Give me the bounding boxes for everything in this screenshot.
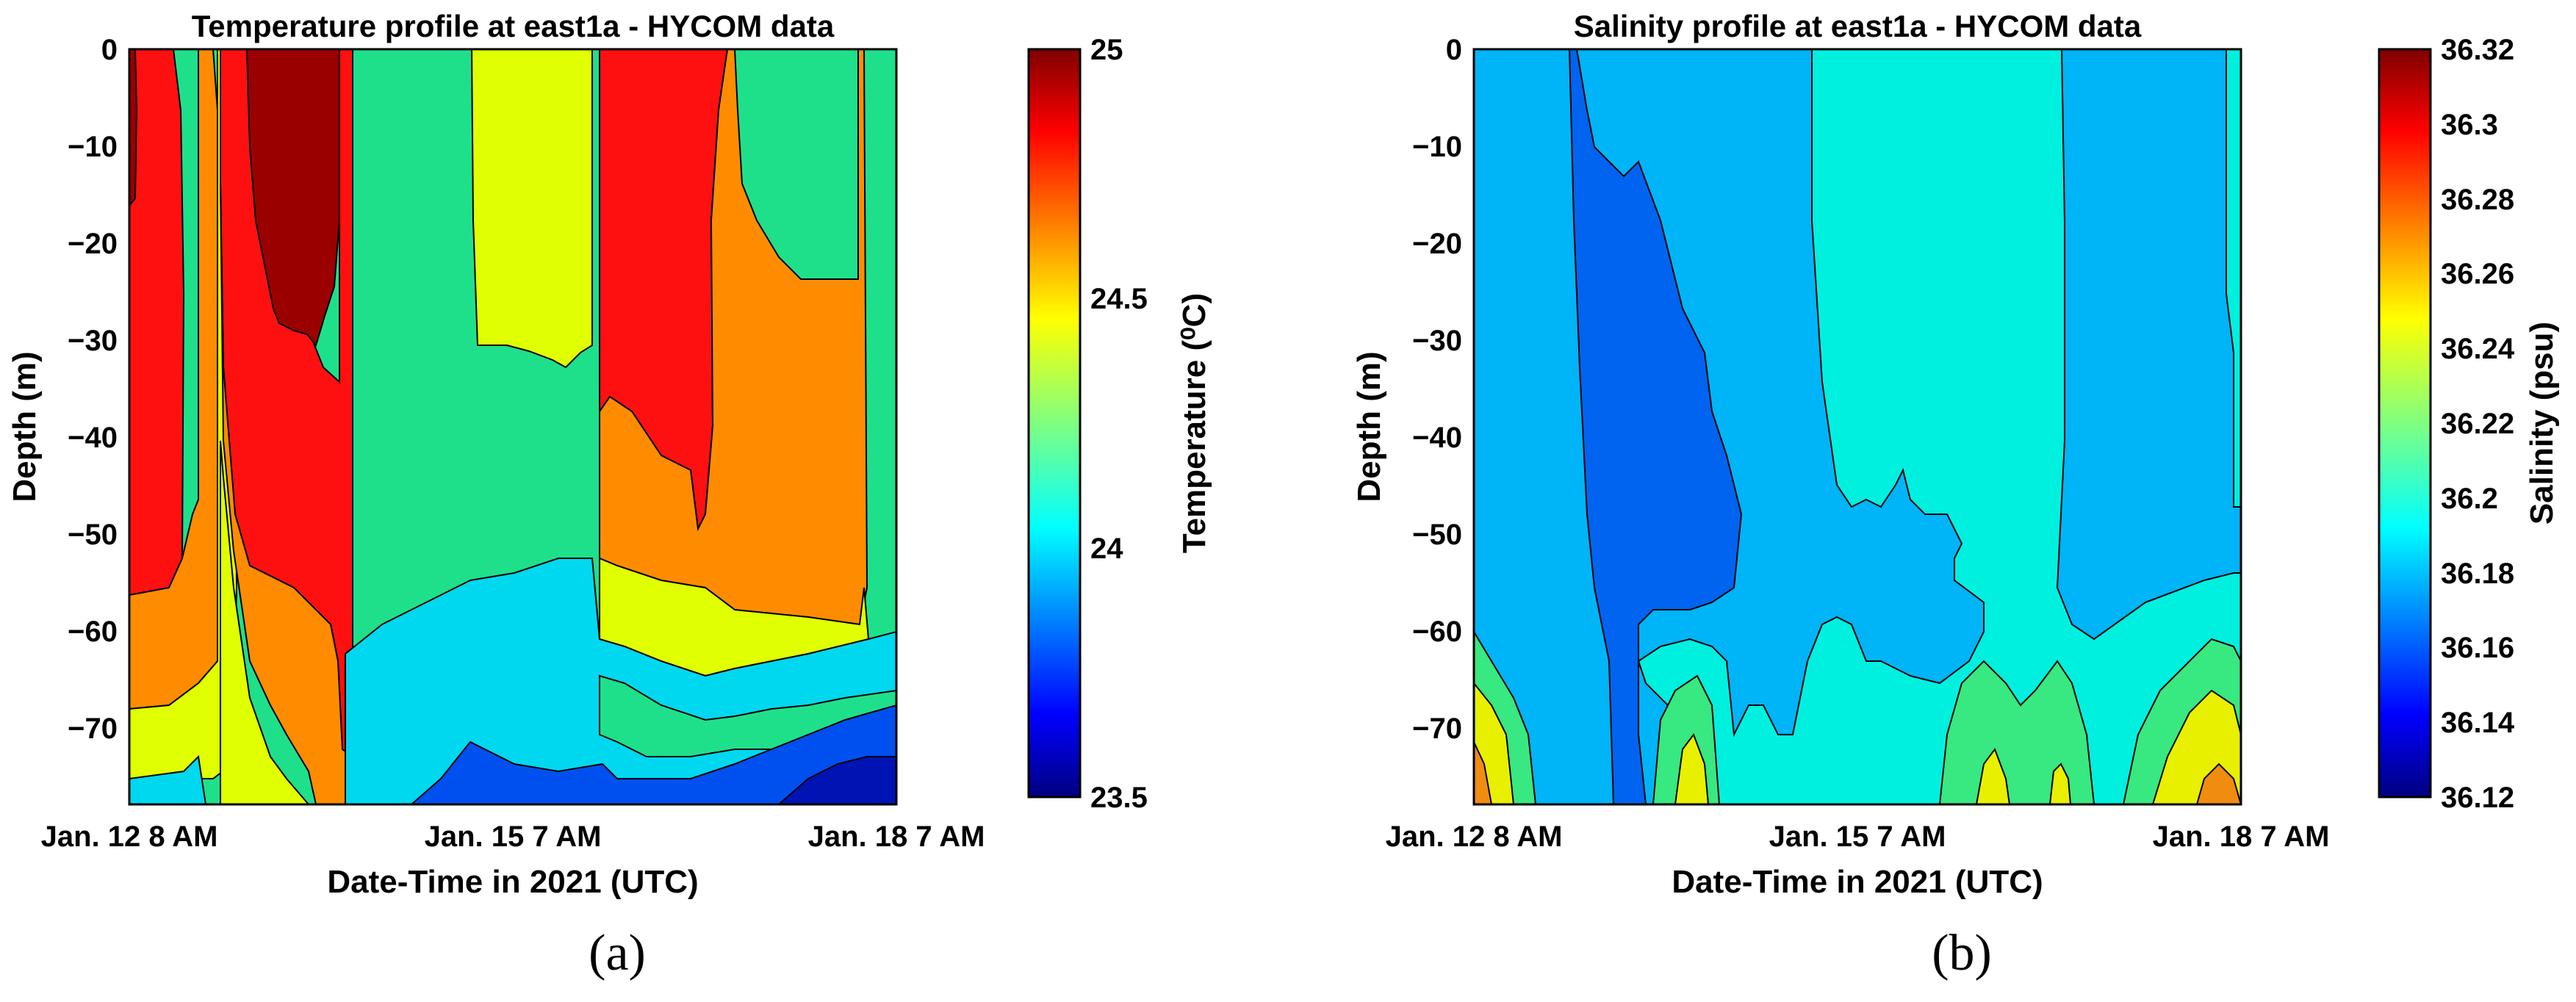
contour-band-navy-bottom <box>777 756 896 804</box>
contour-band-yellow-mid <box>1674 732 1710 804</box>
y-tick-label: −40 <box>1412 422 1462 454</box>
colorbar-tick-label: 36.18 <box>2441 558 2514 590</box>
colorbar-tick-label: 36.3 <box>2441 109 2498 141</box>
contour-band-cyan-edge <box>2226 49 2241 508</box>
colorbar-tick-label: 24 <box>1090 533 1123 565</box>
colorbar-gradient <box>1027 48 1082 799</box>
colorbar: 36.32 36.3 36.28 36.26 36.24 36.22 36.2 … <box>2378 34 2560 814</box>
colorbar-tick-label: 25 <box>1090 34 1123 66</box>
contour-band-yellow-mid <box>470 49 593 369</box>
colorbar-label: Salinity (psu) <box>2524 322 2560 525</box>
contour-plot-area <box>129 49 896 804</box>
colorbar-tick-label: 36.22 <box>2441 408 2514 440</box>
x-axis: Jan. 12 8 AM Jan. 15 7 AM Jan. 18 7 AM D… <box>1386 821 2330 900</box>
y-tick-label: −50 <box>1412 519 1462 551</box>
colorbar-tick-label: 36.14 <box>2441 707 2515 739</box>
y-tick-label: −60 <box>68 616 118 648</box>
contour-band-darkred-corner <box>129 49 138 207</box>
colorbar-tick-label: 36.26 <box>2441 258 2514 290</box>
plot-frame <box>128 48 898 806</box>
y-tick-label: −60 <box>1412 616 1462 648</box>
x-axis-label: Date-Time in 2021 (UTC) <box>327 864 698 900</box>
x-tick-label: Jan. 15 7 AM <box>425 821 602 853</box>
plot-frame <box>1472 48 2242 806</box>
y-axis-label: Depth (m) <box>7 351 43 502</box>
colorbar-gradient <box>2378 48 2432 799</box>
y-tick-label: −10 <box>68 131 118 163</box>
x-axis: Jan. 12 8 AM Jan. 15 7 AM Jan. 18 7 AM D… <box>41 821 985 900</box>
chart-title: Salinity profile at east1a - HYCOM data <box>1574 9 2142 43</box>
y-tick-label: −70 <box>1412 713 1462 745</box>
y-tick-label: −30 <box>68 325 118 357</box>
y-axis-label: Depth (m) <box>1351 351 1387 502</box>
x-tick-label: Jan. 12 8 AM <box>1386 821 1563 853</box>
contour-band-cyan-left <box>129 754 207 804</box>
x-tick-label: Jan. 18 7 AM <box>808 821 985 853</box>
colorbar-tick-label: 36.16 <box>2441 632 2514 664</box>
y-axis: 0 −10 −20 −30 −40 −50 −60 −70 Depth (m) <box>7 34 118 745</box>
colorbar-tick-label: 24.5 <box>1090 283 1148 315</box>
y-tick-label: 0 <box>101 34 118 66</box>
contour-band-yellow-center-2 <box>2048 763 2072 804</box>
colorbar-tick-label: 36.28 <box>2441 184 2514 216</box>
y-tick-label: −30 <box>1412 325 1462 357</box>
x-tick-label: Jan. 15 7 AM <box>1769 821 1946 853</box>
contour-band-orange-left <box>1474 741 1493 804</box>
panel-label: (b) <box>1932 925 1992 981</box>
contour-band-cyan-center <box>1637 49 2241 804</box>
contour-band-darkred-top <box>245 49 340 347</box>
chart-title: Temperature profile at east1a - HYCOM da… <box>192 9 835 43</box>
contour-band-orange-right <box>2195 763 2241 804</box>
contour-band-yellow-center <box>1975 747 2011 804</box>
y-tick-label: −20 <box>68 228 118 260</box>
contour-band-yellow-center <box>220 440 310 804</box>
panel-label: (a) <box>589 925 646 981</box>
contour-band-blue <box>1568 49 1743 804</box>
y-tick-label: −70 <box>68 713 118 745</box>
y-axis: 0 −10 −20 −30 −40 −50 −60 −70 Depth (m) <box>1351 34 1462 745</box>
contour-plot-area <box>1474 49 2241 804</box>
x-tick-label: Jan. 18 7 AM <box>2153 821 2330 853</box>
colorbar-label: Temperature (⁰C) <box>1176 293 1212 553</box>
colorbar-tick-label: 36.24 <box>2441 333 2515 365</box>
colorbar-tick-label: 36.2 <box>2441 483 2498 515</box>
colorbar: 25 24.5 24 23.5 Temperature (⁰C) <box>1027 34 1212 814</box>
temperature-chart: Temperature profile at east1a - HYCOM da… <box>7 9 1212 981</box>
x-axis-label: Date-Time in 2021 (UTC) <box>1672 864 2043 900</box>
y-tick-label: −20 <box>1412 228 1462 260</box>
contour-band-blue-bottom <box>410 704 896 804</box>
x-tick-label: Jan. 12 8 AM <box>41 821 218 853</box>
colorbar-tick-label: 23.5 <box>1090 782 1148 814</box>
y-tick-label: −10 <box>1412 131 1462 163</box>
colorbar-tick-label: 36.32 <box>2441 34 2514 66</box>
y-tick-label: 0 <box>1446 34 1462 66</box>
colorbar-tick-label: 36.12 <box>2441 782 2514 814</box>
contour-band-red-left <box>129 49 185 596</box>
y-tick-label: −50 <box>68 519 118 551</box>
salinity-chart: Salinity profile at east1a - HYCOM data … <box>1351 9 2560 981</box>
y-tick-label: −40 <box>68 422 118 454</box>
